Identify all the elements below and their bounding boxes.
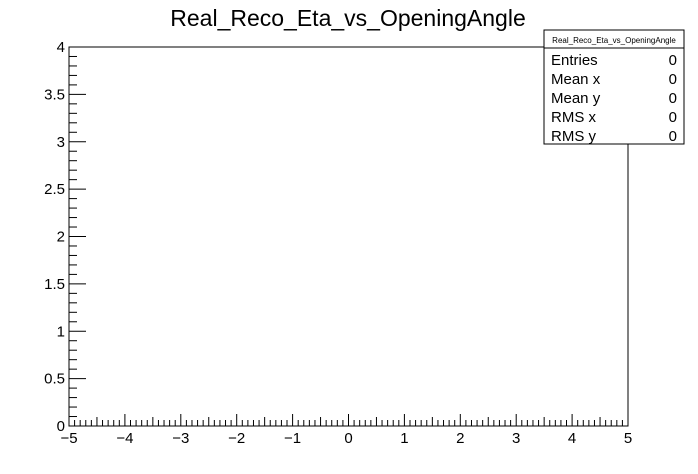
x-tick-label: −5: [60, 430, 77, 447]
x-tick-label: −3: [172, 430, 189, 447]
x-tick-label: 2: [456, 430, 464, 447]
stats-box-frame: [543, 29, 685, 145]
y-tick-label: 1.5: [44, 276, 65, 293]
stats-box: Real_Reco_Eta_vs_OpeningAngle Entries 0 Me…: [543, 29, 685, 145]
stats-row-label: Entries: [551, 52, 598, 69]
y-tick-label: 4: [57, 39, 65, 56]
axes: −5 −4 −3 −2 −1 0 1 2 3 4 5 0 0.5 1 1.5 2 2.5 3 3.5 4: [44, 39, 632, 447]
y-tick-label: 1: [57, 323, 65, 340]
y-tick-label: 0: [57, 418, 65, 435]
x-tick-label: −4: [116, 430, 133, 447]
chart-title: Real_Reco_Eta_vs_OpeningAngle: [170, 5, 525, 31]
y-tick-label: 3: [57, 134, 65, 151]
y-tick-label: 0.5: [44, 371, 65, 388]
y-tick-label: 3.5: [44, 86, 65, 103]
x-tick-label: −1: [284, 430, 301, 447]
y-tick-label: 2.5: [44, 181, 65, 198]
x-tick-label: −2: [228, 430, 245, 447]
stats-box-title: Real_Reco_Eta_vs_OpeningAngle: [552, 36, 676, 45]
y-tick-label: 2: [57, 229, 65, 246]
stats-row-label: Mean y: [551, 90, 601, 107]
x-tick-label: 3: [512, 430, 520, 447]
stats-row-label: RMS x: [551, 109, 597, 126]
stats-row-value: 0: [669, 90, 677, 107]
stats-row-value: 0: [669, 52, 677, 69]
x-tick-label: 1: [400, 430, 408, 447]
x-tick-label: 5: [624, 430, 632, 447]
stats-row-value: 0: [669, 71, 677, 88]
x-tick-label: 0: [344, 430, 352, 447]
stats-row-value: 0: [669, 109, 677, 126]
x-tick-label: 4: [568, 430, 576, 447]
stats-row-label: Mean x: [551, 71, 601, 88]
stats-row-value: 0: [669, 128, 677, 145]
stats-row-label: RMS y: [551, 128, 597, 145]
